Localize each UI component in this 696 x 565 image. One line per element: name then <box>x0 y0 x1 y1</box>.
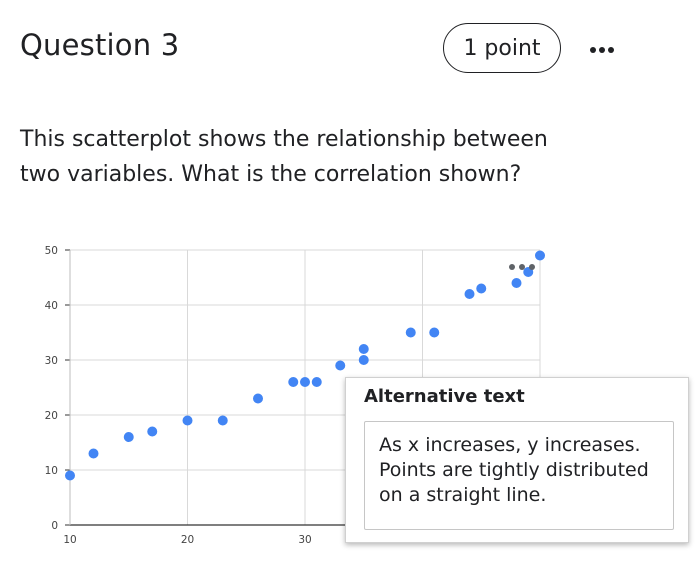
x-tick-label: 30 <box>298 534 311 546</box>
y-tick-label: 0 <box>51 520 58 532</box>
y-tick-label: 20 <box>45 410 58 422</box>
alt-text-body: As x increases, y increases. Points are … <box>364 421 674 530</box>
more-horizontal-icon-dot <box>599 47 605 53</box>
y-tick-label: 10 <box>45 465 58 477</box>
alt-text-heading: Alternative text <box>364 386 525 407</box>
more-horizontal-icon <box>590 47 596 53</box>
y-tick-label: 40 <box>45 300 58 312</box>
data-point <box>358 344 369 354</box>
data-point <box>535 250 545 261</box>
series-legend-marker <box>509 264 535 270</box>
data-point <box>311 377 322 387</box>
data-point <box>182 415 193 426</box>
data-point <box>288 377 299 387</box>
data-point <box>300 377 310 387</box>
data-point <box>511 278 522 288</box>
more-options-button[interactable] <box>582 35 622 65</box>
x-tick-label: 10 <box>63 534 76 546</box>
data-point <box>358 355 369 365</box>
y-tick-label: 30 <box>45 355 58 367</box>
more-horizontal-icon-dot <box>608 47 614 53</box>
scatter-chart: 010203040501020304050 <box>45 245 547 546</box>
data-point <box>405 327 416 338</box>
data-point <box>464 289 475 299</box>
y-tick-label: 50 <box>45 245 58 257</box>
question-prompt: This scatterplot shows the relationship … <box>20 127 548 187</box>
question-title: Question 3 <box>20 28 180 62</box>
x-tick-label: 20 <box>181 534 194 546</box>
data-point <box>429 327 440 338</box>
data-point <box>88 448 99 459</box>
legend-dot <box>509 264 515 270</box>
data-point <box>335 360 346 371</box>
data-point <box>476 283 487 294</box>
alt-text-tooltip: Alternative text As x increases, y incre… <box>345 377 689 543</box>
data-point <box>147 426 158 437</box>
data-point <box>65 470 75 481</box>
legend-dot <box>519 264 525 270</box>
data-point <box>217 415 228 426</box>
legend-dot <box>529 264 535 270</box>
data-point <box>253 393 263 404</box>
data-point <box>123 432 134 442</box>
points-badge: 1 point <box>443 23 561 73</box>
